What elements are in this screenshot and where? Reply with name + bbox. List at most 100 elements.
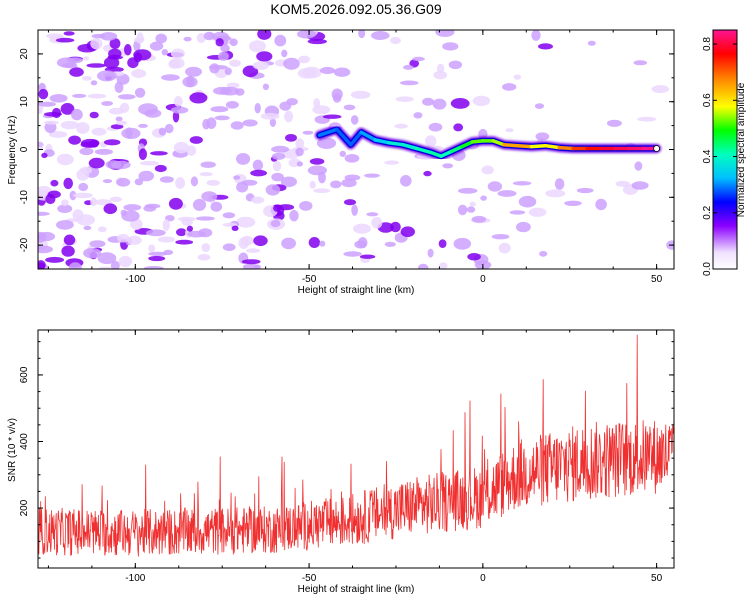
noise-blob <box>80 141 99 148</box>
noise-blob <box>554 178 565 190</box>
noise-blob <box>634 161 643 171</box>
noise-blob <box>322 114 342 119</box>
x-tick-label: -100 <box>125 274 145 285</box>
noise-blob <box>201 191 218 202</box>
noise-blob <box>252 159 264 171</box>
noise-blob <box>516 221 531 233</box>
noise-blob <box>158 127 167 136</box>
spectrogram-x-axis-label: Height of straight line (km) <box>298 285 415 296</box>
noise-blob <box>298 55 311 64</box>
noise-blob <box>400 226 415 237</box>
noise-blob <box>395 96 414 102</box>
noise-blob <box>63 234 76 246</box>
x-tick-label: 0 <box>480 274 486 285</box>
ridge-segment <box>515 143 534 149</box>
noise-blob <box>390 36 401 45</box>
noise-blob <box>148 255 166 262</box>
noise-blob <box>123 204 142 211</box>
snr-y-ticks: 200 400 600 <box>19 341 674 559</box>
noise-blob <box>161 74 180 81</box>
noise-blob <box>400 175 412 187</box>
noise-blob <box>384 241 396 247</box>
noise-blob <box>196 33 206 43</box>
noise-blob <box>241 179 258 186</box>
noise-blob <box>351 204 358 216</box>
noise-blob <box>343 104 356 111</box>
noise-blob <box>242 119 258 127</box>
noise-blob <box>146 229 166 237</box>
noise-blob <box>157 236 175 243</box>
noise-blob <box>225 101 239 109</box>
noise-blob <box>47 190 61 199</box>
noise-blob <box>413 112 423 119</box>
y-tick-label: 0 <box>19 146 30 152</box>
noise-blob <box>438 239 447 249</box>
noise-blob <box>176 228 187 237</box>
noise-blob <box>350 115 359 125</box>
noise-blob <box>229 38 238 47</box>
noise-blob <box>297 30 316 39</box>
noise-blob <box>78 182 89 192</box>
noise-blob <box>199 172 213 177</box>
noise-blob <box>94 199 112 206</box>
noise-blob <box>576 187 594 194</box>
spectrogram-y-ticks: -20 -10 0 10 20 <box>19 29 674 270</box>
noise-blob <box>422 97 435 106</box>
spectrogram-x-ticks: -100 -50 0 50 <box>47 30 663 285</box>
colorbar-tick-label: 0.6 <box>702 93 713 107</box>
noise-blob <box>615 180 631 187</box>
noise-blob <box>62 62 78 69</box>
noise-blob <box>154 164 167 173</box>
noise-blob <box>203 31 215 41</box>
noise-blob <box>284 110 294 123</box>
noise-blob <box>343 251 362 257</box>
noise-blob <box>409 59 420 68</box>
y-tick-label: 10 <box>19 96 30 108</box>
noise-blob <box>357 237 368 249</box>
ridge-segment <box>460 140 475 149</box>
noise-blob <box>192 198 207 211</box>
noise-blob <box>339 150 346 157</box>
noise-blob <box>457 204 468 216</box>
noise-blob <box>242 263 260 269</box>
colorbar: 0.0 0.2 0.4 0.6 0.8 Normalized spectral ampl… <box>702 29 747 276</box>
noise-blob <box>72 192 93 199</box>
noise-blob <box>491 234 510 240</box>
x-tick-label: -100 <box>125 573 145 584</box>
noise-blob <box>170 48 185 59</box>
ridge-segment <box>415 146 433 155</box>
noise-blob <box>131 69 147 78</box>
noise-blob <box>453 237 472 250</box>
noise-blob <box>94 148 114 155</box>
y-tick-label: 20 <box>19 48 30 60</box>
x-tick-label: 50 <box>651 274 663 285</box>
ridge-segment <box>543 143 562 150</box>
noise-blob <box>49 94 68 103</box>
noise-blob <box>631 181 649 190</box>
noise-blob <box>236 216 256 228</box>
ridge-segment <box>359 130 377 142</box>
noise-blob <box>350 90 371 99</box>
noise-blob <box>79 147 94 156</box>
noise-blob <box>528 207 547 217</box>
ridge-segment <box>501 142 520 148</box>
noise-blob <box>197 253 211 261</box>
noise-blob <box>114 81 124 93</box>
noise-blob <box>187 230 206 238</box>
noise-blob <box>97 226 107 233</box>
noise-blob <box>502 83 517 91</box>
noise-blob <box>175 239 194 245</box>
noise-blob <box>215 38 224 47</box>
x-tick-label: 0 <box>480 573 486 584</box>
colorbar-ticks: 0.0 0.2 0.4 0.6 0.8 <box>702 37 737 276</box>
y-tick-label: -10 <box>19 190 30 205</box>
noise-blob <box>63 31 75 36</box>
noise-blob <box>57 204 73 213</box>
noise-blob <box>38 88 49 100</box>
noise-blob <box>330 180 342 189</box>
noise-blob <box>220 44 230 53</box>
noise-blob <box>134 37 145 43</box>
noise-blob <box>68 262 82 269</box>
noise-blob <box>353 223 371 234</box>
